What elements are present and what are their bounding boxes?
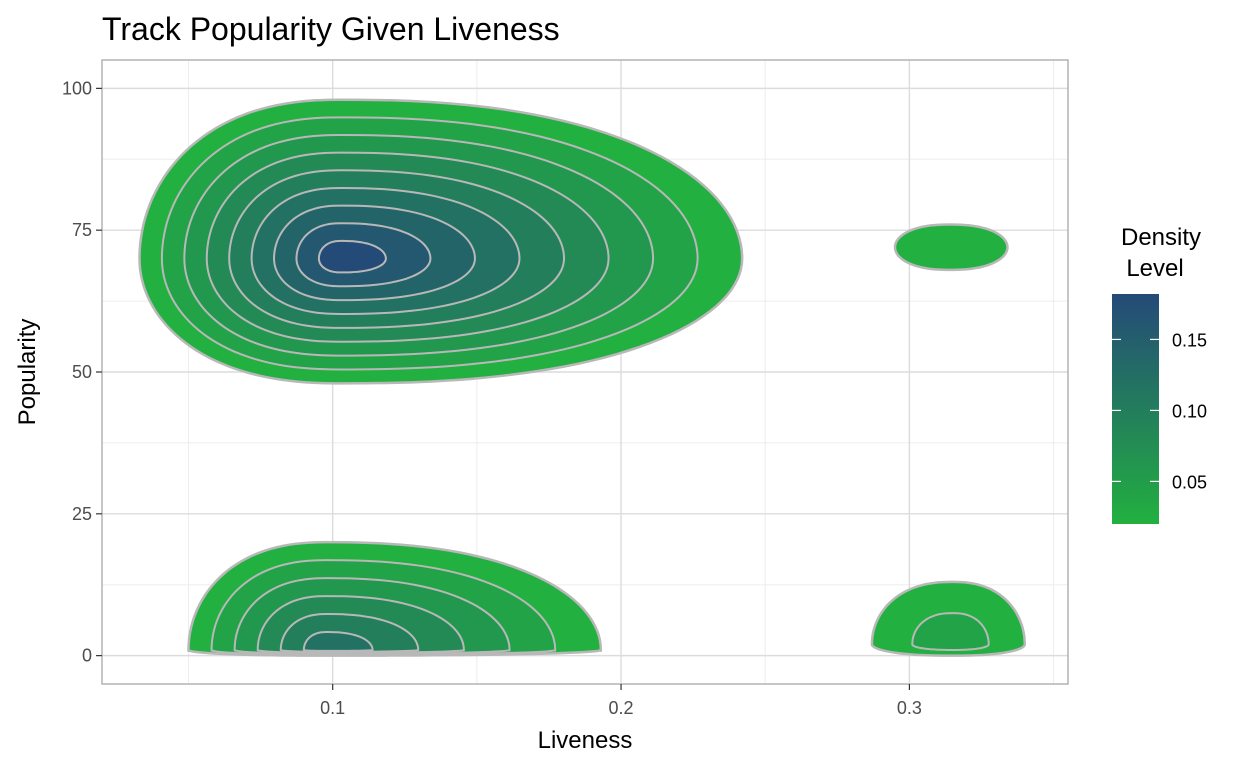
legend-ticks: 0.05 0.10 0.15 [1112,330,1207,492]
legend-tick-label: 0.10 [1172,401,1207,421]
legend-colorbar [1112,294,1159,524]
lower-small-cluster [870,580,1027,657]
y-tick-label: 25 [72,504,92,524]
legend-title-line2: Level [1126,255,1183,282]
y-axis-title: Popularity [14,319,41,426]
y-tick-label: 75 [72,220,92,240]
density-regions [138,98,1027,657]
x-axis-title: Liveness [538,727,633,754]
chart-title: Track Popularity Given Liveness [102,11,560,47]
y-tick-label: 50 [72,362,92,382]
legend: Density Level 0.05 0.10 0.15 [1112,224,1207,524]
y-tick-label: 0 [82,646,92,666]
legend-tick-label: 0.05 [1172,472,1207,492]
x-tick-label: 0.1 [320,698,345,718]
lower-main-cluster [187,540,603,657]
upper-main-cluster [138,98,744,385]
legend-title-line1: Density [1121,224,1201,251]
y-tick-label: 100 [62,78,92,98]
legend-tick-label: 0.15 [1172,330,1207,350]
x-tick-label: 0.2 [609,698,634,718]
density-contour [893,223,1009,272]
x-tick-label: 0.3 [897,698,922,718]
density-contour [317,239,387,274]
upper-small-cluster [893,223,1009,272]
density-contour [911,612,990,651]
density-contour [302,630,374,652]
axes: 0.1 0.2 0.3 0 25 50 75 100 [62,78,922,718]
